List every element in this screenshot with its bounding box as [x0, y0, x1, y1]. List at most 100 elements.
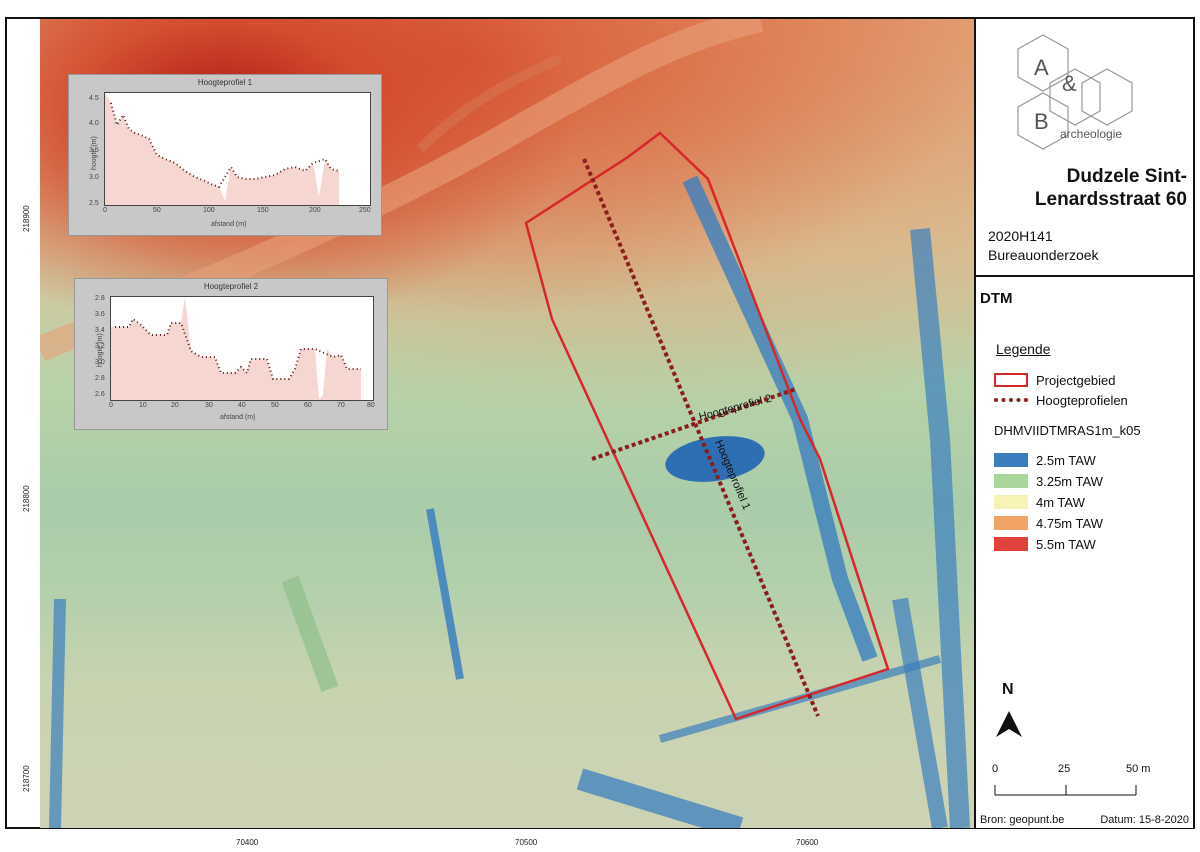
chart-2-ytick: 2.8 [95, 295, 105, 302]
raster-swatch [994, 453, 1028, 467]
profile-2-line [591, 387, 797, 461]
chart-1-ytick: 4.5 [89, 95, 99, 102]
dtm-map[interactable]: Hoogteprofiel 2 Hoogteprofiel 1 Hoogtepr… [40, 19, 974, 828]
profile-swatch [994, 398, 1028, 402]
chart-2-ytick: 2.6 [95, 391, 105, 398]
panel-divider [976, 275, 1193, 277]
chart-1-xtick: 150 [257, 207, 269, 214]
chart-1-ytick: 3.0 [89, 174, 99, 181]
raster-swatch [994, 537, 1028, 551]
raster-layer-name: DHMVIIDTMRAS1m_k05 [994, 423, 1141, 438]
raster-swatch [994, 516, 1028, 530]
chart-1-xlabel: afstand (m) [211, 221, 247, 228]
source-label: Bron: geopunt.be [980, 814, 1065, 826]
x-coordinate-label: 70600 [796, 838, 819, 847]
map-legend-panel: A & B archeologie Dudzele Sint- Lenardss… [974, 19, 1193, 828]
scale-label-0: 0 [992, 763, 999, 775]
chart-2-xtick: 60 [304, 402, 312, 409]
chart-2-xtick: 20 [171, 402, 179, 409]
ditch-southwest [576, 768, 744, 828]
ditch-far-east [910, 228, 970, 828]
legend-item-raster: 5.5m TAW [994, 535, 1096, 553]
chart-1-ytick: 2.5 [89, 200, 99, 207]
y-coordinate-label: 218900 [22, 205, 31, 232]
project-swatch [994, 373, 1028, 387]
date-label: Datum: 15-8-2020 [1100, 814, 1189, 826]
profile-1-line [582, 158, 820, 717]
chart-2-svg [111, 297, 361, 400]
chart-1-ytick: 3.5 [89, 147, 99, 154]
chart-2-plot [110, 296, 374, 401]
chart-2-xtick: 50 [271, 402, 279, 409]
profile-2-chart: Hoogteprofiel 2 afstand (m) hoogte (m) 0… [74, 278, 388, 430]
map-type-label: DTM [980, 290, 1013, 307]
legend-heading: Legende [996, 341, 1051, 357]
legend-item-raster: 4m TAW [994, 493, 1085, 511]
raster-class-label: 4m TAW [1036, 494, 1085, 510]
chart-2-ytick: 3.2 [95, 343, 105, 350]
raster-swatch [994, 495, 1028, 509]
x-coordinate-label: 70500 [515, 838, 538, 847]
chart-1-ytick: 4.0 [89, 120, 99, 127]
chart-1-xtick: 50 [153, 207, 161, 214]
chart-2-ytick: 2.8 [95, 375, 105, 382]
chart-2-xlabel: afstand (m) [220, 414, 256, 421]
chart-1-plot [104, 92, 371, 206]
chart-2-ytick: 3.4 [95, 327, 105, 334]
logo-letter-b: B [1034, 109, 1049, 134]
pond [665, 436, 765, 482]
company-logo-icon [1017, 34, 1133, 150]
chart-1-xtick: 100 [203, 207, 215, 214]
chart-2-xtick: 80 [367, 402, 375, 409]
chart-2-ytick: 3.6 [95, 311, 105, 318]
scale-bar [994, 785, 1137, 796]
scale-label-25: 25 [1058, 763, 1071, 775]
raster-class-label: 5.5m TAW [1036, 536, 1096, 552]
chart-1-svg [105, 93, 340, 205]
project-type: Bureauonderzoek [988, 247, 1099, 263]
y-coordinate-label: 218800 [22, 485, 31, 512]
logo-letter-a: A [1034, 55, 1049, 80]
chart-1-title: Hoogteprofiel 1 [197, 78, 253, 87]
scale-label-50: 50 m [1126, 763, 1151, 775]
road-branch [416, 54, 562, 153]
raster-class-label: 3.25m TAW [1036, 473, 1103, 489]
north-arrow-icon [996, 711, 1022, 737]
chart-2-xtick: 70 [337, 402, 345, 409]
project-area-outline [524, 131, 890, 721]
ditch-small [426, 508, 464, 680]
ditch-southeast [892, 597, 948, 828]
legend-item-raster: 4.75m TAW [994, 514, 1103, 532]
chart-2-xtick: 30 [205, 402, 213, 409]
x-coordinate-label: 70400 [236, 838, 259, 847]
chart-2-area [111, 297, 361, 400]
north-label: N [1002, 681, 1014, 698]
legend-item-project: Projectgebied [994, 371, 1116, 389]
chart-2-ytick: 3.0 [95, 359, 105, 366]
legend-profiles-label: Hoogteprofielen [1036, 392, 1128, 408]
raster-class-label: 4.75m TAW [1036, 515, 1103, 531]
legend-project-label: Projectgebied [1036, 372, 1116, 388]
chart-2-title: Hoogteprofiel 2 [203, 282, 259, 291]
project-code: 2020H141 [988, 228, 1053, 244]
chart-1-xtick: 250 [359, 207, 371, 214]
ditch-west [49, 598, 66, 828]
logo-ampersand: & [1062, 71, 1077, 96]
project-title-line2: Lenardsstraat 60 [1034, 189, 1187, 210]
profile-1-chart: Hoogteprofiel 1 afstand (m) hoogte (m) 0… [68, 74, 382, 236]
chart-2-xtick: 0 [109, 402, 113, 409]
project-title-line1: Dudzele Sint- [1066, 166, 1187, 187]
logo-text: archeologie [1060, 127, 1123, 141]
raster-swatch [994, 474, 1028, 488]
y-coordinate-label: 218700 [22, 765, 31, 792]
raster-class-label: 2.5m TAW [1036, 452, 1096, 468]
legend-item-raster: 3.25m TAW [994, 472, 1103, 490]
chart-2-xtick: 40 [238, 402, 246, 409]
chart-1-area [105, 93, 339, 205]
chart-1-xtick: 0 [103, 207, 107, 214]
chart-2-xtick: 10 [139, 402, 147, 409]
map-footer: Bron: geopunt.be Datum: 15-8-2020 [976, 814, 1193, 826]
legend-item-raster: 2.5m TAW [994, 451, 1096, 469]
legend-item-profiles: Hoogteprofielen [994, 391, 1128, 409]
chart-1-xtick: 200 [309, 207, 321, 214]
